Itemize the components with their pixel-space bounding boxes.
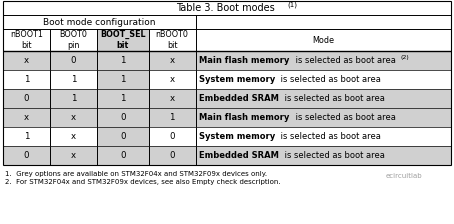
Bar [196, 51, 451, 70]
Text: 0: 0 [120, 132, 126, 141]
Text: System memory: System memory [199, 75, 275, 84]
Text: x: x [24, 113, 29, 122]
Bar [50, 89, 97, 108]
Text: 1: 1 [120, 56, 126, 65]
Text: nBOOT1
bit: nBOOT1 bit [10, 30, 43, 50]
Text: Embedded SRAM: Embedded SRAM [199, 94, 278, 103]
Text: 1: 1 [24, 132, 29, 141]
Text: is selected as boot area: is selected as boot area [282, 94, 385, 103]
Text: 1: 1 [120, 94, 126, 103]
Bar [148, 51, 196, 70]
Text: 1: 1 [169, 113, 175, 122]
Text: 1: 1 [71, 94, 76, 103]
Bar [196, 108, 451, 127]
Text: BOOT_SEL
bit: BOOT_SEL bit [100, 30, 146, 50]
Text: is selected as boot area: is selected as boot area [293, 113, 396, 122]
Text: 0: 0 [169, 151, 175, 160]
Bar [3, 89, 50, 108]
Bar [196, 29, 451, 51]
Bar [50, 108, 97, 127]
Text: Mode: Mode [312, 35, 334, 45]
Bar [97, 29, 148, 51]
Text: 0: 0 [24, 151, 29, 160]
Bar [50, 127, 97, 146]
Bar [3, 108, 50, 127]
Bar [148, 89, 196, 108]
Text: 0: 0 [71, 56, 76, 65]
Bar [3, 127, 50, 146]
Bar [196, 127, 451, 146]
Bar [148, 70, 196, 89]
Bar [3, 15, 196, 29]
Bar [196, 89, 451, 108]
Text: x: x [169, 94, 175, 103]
Text: Main flash memory: Main flash memory [199, 113, 289, 122]
Bar [148, 127, 196, 146]
Text: BOOT0
pin: BOOT0 pin [59, 30, 88, 50]
Bar [148, 108, 196, 127]
Bar [97, 51, 148, 70]
Bar [97, 89, 148, 108]
Text: 0: 0 [120, 113, 126, 122]
Bar [3, 51, 50, 70]
Text: 0: 0 [169, 132, 175, 141]
Text: Main flash memory: Main flash memory [199, 56, 289, 65]
Text: 2.  For STM32F04x and STM32F09x devices, see also Empty check description.: 2. For STM32F04x and STM32F09x devices, … [5, 179, 281, 185]
Text: x: x [71, 151, 76, 160]
Text: 0: 0 [120, 151, 126, 160]
Bar [3, 15, 451, 29]
Bar [50, 29, 97, 51]
Text: is selected as boot area: is selected as boot area [278, 75, 381, 84]
Text: x: x [24, 56, 29, 65]
Text: is selected as boot area: is selected as boot area [278, 132, 381, 141]
Bar [196, 15, 451, 29]
Text: x: x [71, 113, 76, 122]
Bar [3, 1, 451, 15]
Text: nBOOT0
bit: nBOOT0 bit [156, 30, 188, 50]
Text: 1: 1 [24, 75, 29, 84]
Bar [3, 146, 50, 165]
Bar [196, 70, 451, 89]
Text: 1: 1 [71, 75, 76, 84]
Bar [97, 127, 148, 146]
Text: (2): (2) [400, 55, 410, 60]
Text: x: x [71, 132, 76, 141]
Text: is selected as boot area: is selected as boot area [282, 151, 385, 160]
Text: 0: 0 [24, 94, 29, 103]
Bar [3, 70, 50, 89]
Text: x: x [169, 75, 175, 84]
Bar [196, 146, 451, 165]
Bar [148, 29, 196, 51]
Bar [97, 146, 148, 165]
Bar [50, 146, 97, 165]
Bar [3, 29, 50, 51]
Bar [97, 108, 148, 127]
Text: 1: 1 [120, 75, 126, 84]
Bar [97, 70, 148, 89]
Text: Table 3. Boot modes: Table 3. Boot modes [176, 3, 278, 13]
Bar [50, 70, 97, 89]
Bar [50, 51, 97, 70]
Text: Boot mode configuration: Boot mode configuration [43, 17, 156, 26]
Text: ecircuitlab: ecircuitlab [386, 173, 422, 179]
Text: x: x [169, 56, 175, 65]
Text: Embedded SRAM: Embedded SRAM [199, 151, 278, 160]
Text: 1.  Grey options are available on STM32F04x and STM32F09x devices only.: 1. Grey options are available on STM32F0… [5, 171, 267, 177]
Text: is selected as boot area: is selected as boot area [293, 56, 396, 65]
Text: System memory: System memory [199, 132, 275, 141]
Bar [148, 146, 196, 165]
Text: (1): (1) [287, 1, 297, 8]
